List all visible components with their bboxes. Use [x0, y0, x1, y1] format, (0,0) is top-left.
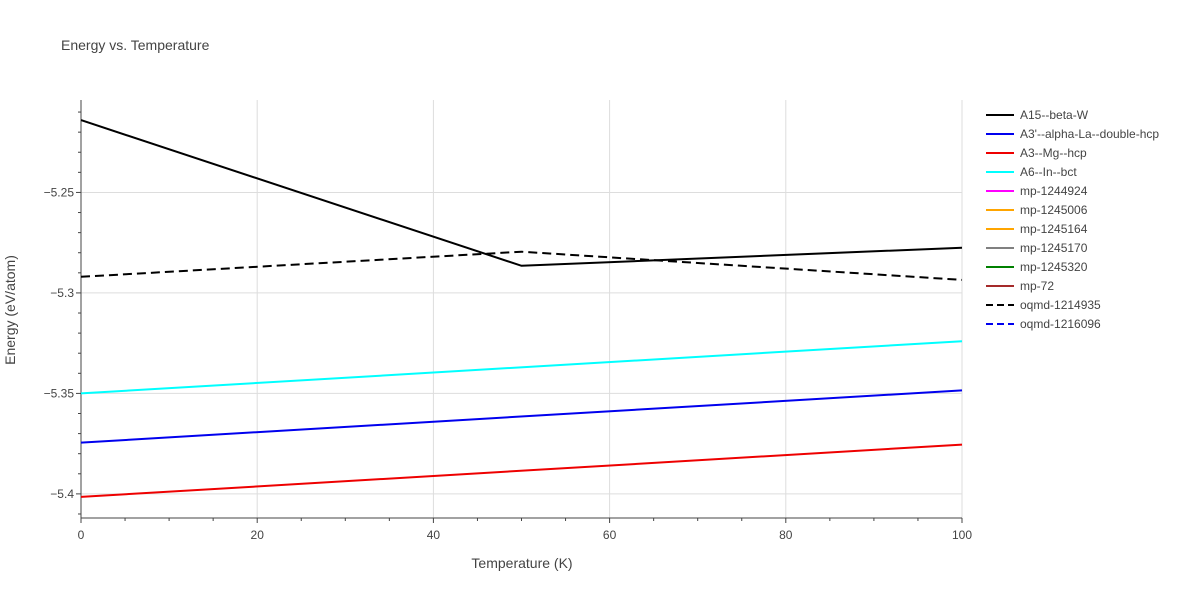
y-tick-label: −5.35 — [44, 386, 75, 400]
y-tick-label: −5.3 — [50, 286, 74, 300]
x-tick-label: 60 — [603, 528, 617, 542]
legend-item-label[interactable]: mp-1244924 — [1020, 184, 1088, 198]
legend-item-label[interactable]: mp-1245320 — [1020, 260, 1088, 274]
x-tick-label: 40 — [427, 528, 441, 542]
x-tick-label: 0 — [78, 528, 85, 542]
series-lines — [80, 119, 963, 498]
legend-item-label[interactable]: mp-72 — [1020, 279, 1054, 293]
legend-item-label[interactable]: A6--In--bct — [1020, 165, 1077, 179]
series-line — [80, 119, 963, 267]
legend-item-label[interactable]: mp-1245006 — [1020, 203, 1088, 217]
grid — [81, 100, 963, 518]
legend-item-label[interactable]: A3'--alpha-La--double-hcp — [1020, 127, 1159, 141]
series-line — [80, 250, 963, 281]
x-tick-label: 80 — [779, 528, 793, 542]
series-line — [80, 443, 963, 498]
y-axis-label: Energy (eV/atom) — [2, 255, 18, 365]
x-tick-label: 100 — [952, 528, 972, 542]
legend-item-label[interactable]: A3--Mg--hcp — [1020, 146, 1087, 160]
series-line — [80, 389, 963, 444]
legend-item-label[interactable]: oqmd-1214935 — [1020, 298, 1101, 312]
legend-item-label[interactable]: A15--beta-W — [1020, 108, 1089, 122]
y-tick-label: −5.4 — [50, 487, 74, 501]
legend: A15--beta-W A3'--alpha-La--double-hcp A3--… — [986, 108, 1159, 331]
x-tick-label: 20 — [251, 528, 265, 542]
axes: 0 20 40 60 80 100 −5.25 −5.3 −5.35 −5.4 — [44, 100, 972, 542]
legend-item-label[interactable]: oqmd-1216096 — [1020, 317, 1101, 331]
x-axis-label: Temperature (K) — [471, 555, 572, 571]
chart-title: Energy vs. Temperature — [61, 37, 210, 53]
y-tick-label: −5.25 — [44, 185, 75, 199]
legend-item-label[interactable]: mp-1245170 — [1020, 241, 1088, 255]
series-line — [80, 340, 963, 395]
legend-item-label[interactable]: mp-1245164 — [1020, 222, 1088, 236]
